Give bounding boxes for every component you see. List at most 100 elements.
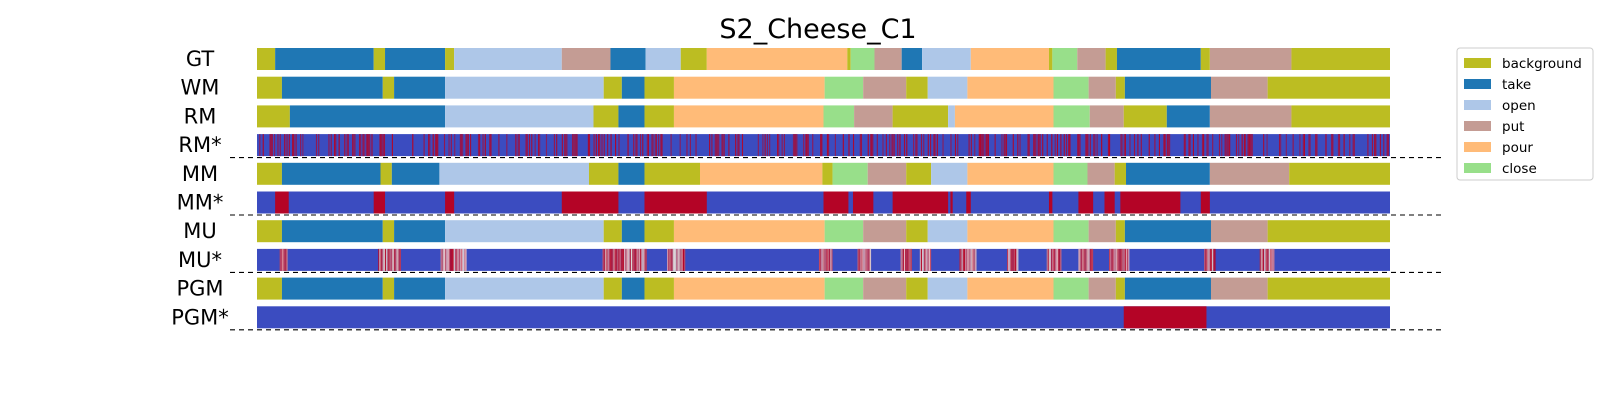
confidence-low-tick: [714, 134, 716, 157]
confidence-low-tick: [1016, 248, 1018, 271]
segment-open: [439, 162, 589, 185]
confidence-low-tick: [1238, 134, 1240, 157]
confidence-low-tick: [1003, 134, 1005, 157]
confidence-low-tick: [669, 248, 671, 271]
confidence-low-tick: [354, 134, 356, 157]
confidence-low-tick: [721, 134, 723, 157]
confidence-low-tick: [920, 134, 923, 157]
confidence-low-tick: [603, 248, 605, 271]
confidence-low-tick: [987, 134, 989, 157]
confidence-low-tick: [553, 134, 555, 157]
confidence-low-tick: [462, 134, 464, 157]
confidence-low-tick: [1197, 134, 1199, 157]
confidence-low-tick: [1069, 134, 1071, 157]
segment-background: [257, 105, 290, 128]
confidence-low-tick: [864, 248, 866, 271]
segment-put: [1088, 220, 1116, 243]
confidence-low-tick: [302, 134, 304, 157]
confidence-low-tick: [637, 248, 639, 271]
confidence-low-tick: [601, 134, 603, 157]
confidence-low-tick: [575, 134, 577, 157]
segment-open: [927, 277, 968, 300]
confidence-low-tick: [903, 248, 906, 271]
confidence-low-tick: [965, 248, 967, 271]
segment-close: [1052, 48, 1078, 70]
confidence-low-tick: [1248, 134, 1250, 157]
confidence-low-tick: [528, 134, 531, 157]
segment-background: [445, 48, 455, 70]
confidence-low-tick: [556, 134, 558, 157]
segment-put: [863, 220, 907, 243]
confidence-low-tick: [1056, 248, 1059, 271]
segment-background: [588, 162, 619, 185]
confidence-low-tick: [443, 248, 446, 271]
confidence-low-tick: [1140, 134, 1142, 157]
confidence-low-tick: [1028, 134, 1030, 157]
segment-background: [380, 162, 392, 185]
confidence-low-tick: [757, 134, 759, 157]
segment-pour: [673, 76, 825, 99]
confidence-low-tick: [391, 248, 393, 271]
row-label: RM: [184, 104, 217, 128]
confidence-low-tick: [709, 134, 711, 157]
confidence-low-tick: [1109, 248, 1111, 271]
confidence-low-tick: [1051, 248, 1053, 271]
confidence-low-tick: [279, 134, 281, 157]
segment-take: [275, 48, 374, 70]
confidence-low-tick: [828, 248, 830, 271]
confidence-low-tick: [695, 134, 697, 157]
confidence-low-tick: [1047, 248, 1049, 271]
confidence-low-tick: [1087, 134, 1089, 157]
confidence-low-tick: [436, 134, 438, 157]
confidence-low-tick: [882, 134, 884, 157]
segment-close: [1053, 105, 1090, 128]
confidence-low-tick: [954, 134, 957, 157]
confidence-low-tick: [625, 248, 627, 271]
confidence-low-tick: [1316, 134, 1318, 157]
confidence-low-tick: [639, 134, 642, 157]
segment-pour: [967, 220, 1054, 243]
confidence-low-tick: [792, 134, 795, 157]
confidence-low-tick: [975, 248, 977, 271]
confidence-low: [561, 191, 619, 214]
confidence-low-tick: [933, 134, 935, 157]
segment-open: [948, 105, 955, 128]
confidence-low-tick: [1050, 248, 1052, 271]
confidence-low-tick: [671, 248, 673, 271]
segment-background: [1115, 220, 1125, 243]
confidence-low-tick: [526, 134, 528, 157]
confidence-low: [852, 191, 874, 214]
confidence-low-tick: [457, 248, 459, 271]
confidence-low-tick: [617, 248, 619, 271]
confidence-low-tick: [618, 134, 620, 157]
confidence-low-tick: [897, 134, 899, 157]
segment-background: [257, 48, 276, 70]
confidence-low-tick: [906, 248, 908, 271]
confidence-low-tick: [1158, 134, 1161, 157]
segment-close: [1053, 76, 1089, 99]
segment-pour: [673, 277, 825, 300]
confidence-low-tick: [778, 134, 780, 157]
confidence-low-tick: [647, 134, 650, 157]
confidence-low-tick: [658, 134, 660, 157]
confidence-low-tick: [525, 134, 527, 157]
confidence-low-tick: [1225, 134, 1227, 157]
segment-pour: [706, 48, 848, 70]
confidence-low-tick: [1137, 134, 1139, 157]
confidence-low-tick: [950, 134, 952, 157]
confidence-low-tick: [574, 134, 576, 157]
confidence-low-tick: [280, 248, 282, 271]
confidence-low-tick: [283, 248, 285, 271]
confidence-low-tick: [1113, 248, 1115, 271]
segment-background: [603, 76, 622, 99]
confidence-low-tick: [670, 134, 672, 157]
segment-background: [382, 277, 395, 300]
confidence-low-tick: [676, 248, 678, 271]
row-mu-confidence: MU*: [178, 248, 1445, 273]
confidence-low-tick: [1379, 134, 1381, 157]
confidence-low-tick: [284, 248, 286, 271]
confidence-low-tick: [385, 248, 387, 271]
segment-background: [1114, 162, 1127, 185]
confidence-low-tick: [1353, 134, 1355, 157]
confidence-low-tick: [865, 248, 867, 271]
